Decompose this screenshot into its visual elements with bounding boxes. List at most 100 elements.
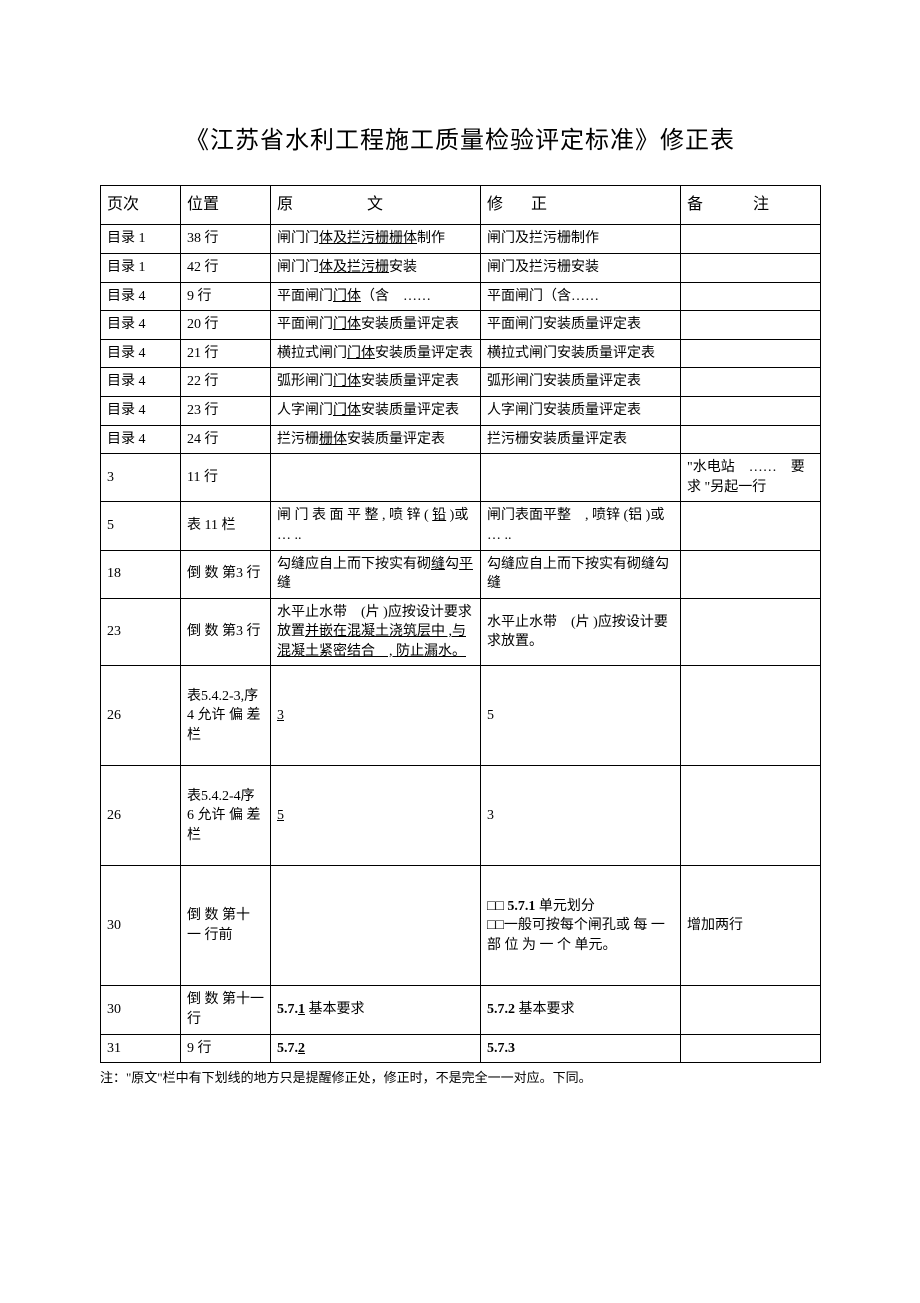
table-row: 目录 420 行平面闸门门体安装质量评定表平面闸门安装质量评定表	[101, 311, 821, 340]
col-header-original: 原 文	[271, 186, 481, 225]
cell-original: 闸 门 表 面 平 整 , 喷 锌 ( 铅 )或 … ..	[271, 502, 481, 550]
table-row: 目录 421 行横拉式闸门门体安装质量评定表横拉式闸门安装质量评定表	[101, 339, 821, 368]
cell-original: 平面闸门门体（含 ……	[271, 282, 481, 311]
cell-note	[681, 598, 821, 666]
col-header-position: 位置	[181, 186, 271, 225]
cell-page: 31	[101, 1034, 181, 1063]
cell-original: 5.7.1 基本要求	[271, 986, 481, 1034]
cell-correction: 3	[481, 766, 681, 866]
document-title: 《江苏省水利工程施工质量检验评定标准》修正表	[100, 120, 820, 155]
cell-note	[681, 282, 821, 311]
cell-correction: 水平止水带 (片 )应按设计要求放置。	[481, 598, 681, 666]
cell-page: 30	[101, 986, 181, 1034]
cell-page: 目录 4	[101, 368, 181, 397]
cell-original: 勾缝应自上而下按实有砌缝勾平缝	[271, 550, 481, 598]
cell-position: 23 行	[181, 396, 271, 425]
cell-page: 目录 1	[101, 225, 181, 254]
table-body: 目录 138 行闸门门体及拦污栅栅体制作闸门及拦污栅制作目录 142 行闸门门体…	[101, 225, 821, 1063]
table-row: 23倒 数 第3 行水平止水带 (片 )应按设计要求放置并嵌在混凝土浇筑层中 ,…	[101, 598, 821, 666]
table-row: 目录 142 行闸门门体及拦污栅安装闸门及拦污栅安装	[101, 253, 821, 282]
cell-original: 平面闸门门体安装质量评定表	[271, 311, 481, 340]
cell-original: 闸门门体及拦污栅安装	[271, 253, 481, 282]
cell-page: 目录 1	[101, 253, 181, 282]
cell-position: 38 行	[181, 225, 271, 254]
table-row: 目录 138 行闸门门体及拦污栅栅体制作闸门及拦污栅制作	[101, 225, 821, 254]
cell-position: 倒 数 第十一行	[181, 986, 271, 1034]
cell-position: 9 行	[181, 1034, 271, 1063]
cell-position: 22 行	[181, 368, 271, 397]
table-header: 页次 位置 原 文 修 正 备 注	[101, 186, 821, 225]
cell-original: 5	[271, 766, 481, 866]
cell-position: 倒 数 第3 行	[181, 598, 271, 666]
cell-position: 倒 数 第十 一 行前	[181, 866, 271, 986]
cell-note: "水电站 …… 要求 "另起一行	[681, 454, 821, 502]
table-row: 26表5.4.2-3,序 4 允许 偏 差栏35	[101, 666, 821, 766]
col-header-page: 页次	[101, 186, 181, 225]
cell-original	[271, 454, 481, 502]
cell-note	[681, 502, 821, 550]
cell-correction: 5.7.2 基本要求	[481, 986, 681, 1034]
table-row: 319 行5.7.25.7.3	[101, 1034, 821, 1063]
cell-correction: 闸门及拦污栅安装	[481, 253, 681, 282]
table-footnote: 注："原文"栏中有下划线的地方只是提醒修正处，修正时，不是完全一一对应。下同。	[100, 1069, 820, 1087]
cell-page: 目录 4	[101, 311, 181, 340]
cell-original: 横拉式闸门门体安装质量评定表	[271, 339, 481, 368]
table-row: 目录 424 行拦污栅栅体安装质量评定表拦污栅安装质量评定表	[101, 425, 821, 454]
table-row: 5表 11 栏闸 门 表 面 平 整 , 喷 锌 ( 铅 )或 … ..闸门表面…	[101, 502, 821, 550]
cell-correction: 5	[481, 666, 681, 766]
cell-correction: 弧形闸门安装质量评定表	[481, 368, 681, 397]
cell-page: 30	[101, 866, 181, 986]
col-header-correction-text: 修 正	[487, 196, 553, 213]
document-page: 《江苏省水利工程施工质量检验评定标准》修正表 页次 位置 原 文 修 正 备 注…	[0, 0, 920, 1127]
cell-position: 9 行	[181, 282, 271, 311]
cell-page: 26	[101, 766, 181, 866]
cell-correction: 平面闸门安装质量评定表	[481, 311, 681, 340]
cell-page: 目录 4	[101, 282, 181, 311]
cell-position: 20 行	[181, 311, 271, 340]
cell-page: 目录 4	[101, 396, 181, 425]
cell-page: 目录 4	[101, 339, 181, 368]
cell-correction: 勾缝应自上而下按实有砌缝勾缝	[481, 550, 681, 598]
table-row: 目录 422 行弧形闸门门体安装质量评定表弧形闸门安装质量评定表	[101, 368, 821, 397]
cell-correction: 人字闸门安装质量评定表	[481, 396, 681, 425]
cell-position: 42 行	[181, 253, 271, 282]
cell-position: 24 行	[181, 425, 271, 454]
table-row: 30倒 数 第十一行5.7.1 基本要求5.7.2 基本要求	[101, 986, 821, 1034]
cell-position: 表5.4.2-4序 6 允许 偏 差栏	[181, 766, 271, 866]
cell-position: 表 11 栏	[181, 502, 271, 550]
cell-note	[681, 311, 821, 340]
cell-page: 目录 4	[101, 425, 181, 454]
cell-note	[681, 766, 821, 866]
col-header-note-text: 备 注	[687, 196, 775, 213]
cell-note	[681, 1034, 821, 1063]
cell-position: 11 行	[181, 454, 271, 502]
table-row: 26表5.4.2-4序 6 允许 偏 差栏53	[101, 766, 821, 866]
table-row: 311 行"水电站 …… 要求 "另起一行	[101, 454, 821, 502]
cell-page: 23	[101, 598, 181, 666]
cell-position: 21 行	[181, 339, 271, 368]
cell-correction: 横拉式闸门安装质量评定表	[481, 339, 681, 368]
cell-correction: 平面闸门（含……	[481, 282, 681, 311]
cell-original: 闸门门体及拦污栅栅体制作	[271, 225, 481, 254]
table-row: 30倒 数 第十 一 行前□□ 5.7.1 单元划分□□一般可按每个闸孔或 每 …	[101, 866, 821, 986]
cell-page: 18	[101, 550, 181, 598]
cell-correction: 5.7.3	[481, 1034, 681, 1063]
cell-original: 3	[271, 666, 481, 766]
cell-note	[681, 425, 821, 454]
table-row: 目录 423 行人字闸门门体安装质量评定表人字闸门安装质量评定表	[101, 396, 821, 425]
cell-correction: 拦污栅安装质量评定表	[481, 425, 681, 454]
cell-original: 弧形闸门门体安装质量评定表	[271, 368, 481, 397]
cell-note: 增加两行	[681, 866, 821, 986]
cell-original: 水平止水带 (片 )应按设计要求放置并嵌在混凝土浇筑层中 ,与混凝土紧密结合 ,…	[271, 598, 481, 666]
table-row: 18倒 数 第3 行勾缝应自上而下按实有砌缝勾平缝勾缝应自上而下按实有砌缝勾缝	[101, 550, 821, 598]
cell-original: 人字闸门门体安装质量评定表	[271, 396, 481, 425]
table-row: 目录 49 行平面闸门门体（含 ……平面闸门（含……	[101, 282, 821, 311]
cell-original	[271, 866, 481, 986]
cell-note	[681, 225, 821, 254]
cell-note	[681, 986, 821, 1034]
cell-note	[681, 253, 821, 282]
cell-note	[681, 368, 821, 397]
col-header-note: 备 注	[681, 186, 821, 225]
cell-original: 拦污栅栅体安装质量评定表	[271, 425, 481, 454]
cell-note	[681, 666, 821, 766]
